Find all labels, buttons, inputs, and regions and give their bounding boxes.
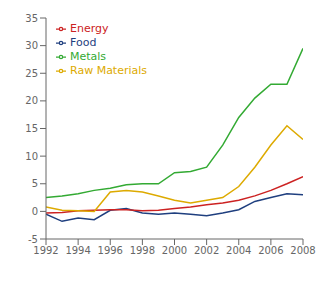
svg-text:1992: 1992 — [33, 245, 58, 256]
svg-text:1994: 1994 — [65, 245, 90, 256]
html-text:Metals: Metals — [70, 50, 107, 63]
svg-text:20: 20 — [25, 95, 38, 106]
svg-text:35: 35 — [25, 13, 38, 24]
svg-text:1996: 1996 — [98, 245, 123, 256]
svg-text:10: 10 — [25, 151, 38, 162]
svg-text:2004: 2004 — [226, 245, 251, 256]
html-text:Food: Food — [70, 36, 97, 49]
svg-text:2006: 2006 — [258, 245, 283, 256]
html-text:Raw Materials: Raw Materials — [70, 64, 148, 77]
svg-text:2008: 2008 — [290, 245, 315, 256]
svg-text:2002: 2002 — [194, 245, 219, 256]
svg-text:0: 0 — [32, 206, 38, 217]
svg-text:5: 5 — [32, 178, 38, 189]
svg-text:30: 30 — [25, 40, 38, 51]
svg-text:1998: 1998 — [130, 245, 155, 256]
svg-text:2000: 2000 — [162, 245, 187, 256]
svg-text:15: 15 — [25, 123, 38, 134]
svg-text:-5: -5 — [28, 234, 38, 245]
svg-text:25: 25 — [25, 68, 38, 79]
html-text:Energy: Energy — [70, 22, 109, 35]
